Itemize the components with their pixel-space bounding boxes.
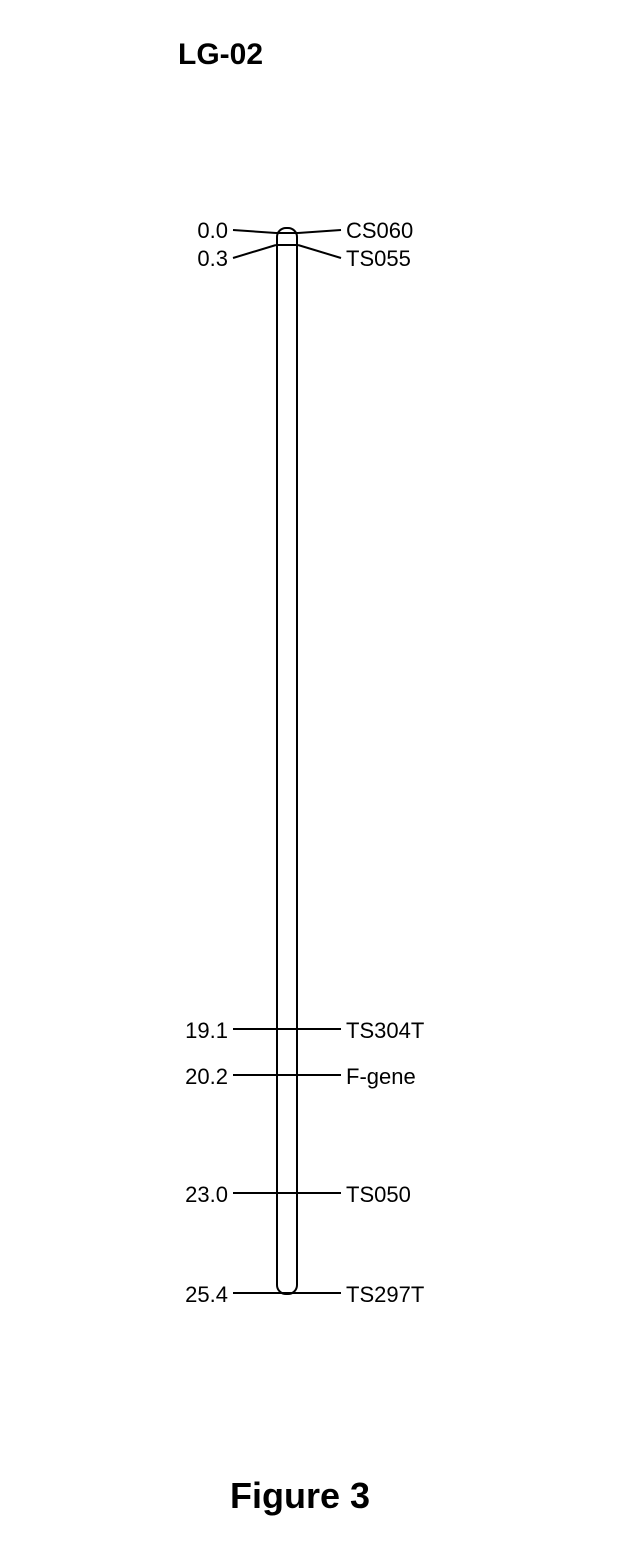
marker-tick: [276, 1292, 298, 1294]
position-label: 20.2: [185, 1064, 228, 1090]
connector-line-right: [0, 0, 633, 1563]
marker-name-label: TS055: [346, 246, 411, 272]
connector-line-left: [0, 0, 633, 1563]
marker-tick: [276, 1192, 298, 1194]
tick-left: [233, 1292, 276, 1294]
tick-left: [233, 1192, 276, 1194]
marker-name-label: TS050: [346, 1182, 411, 1208]
tick-right: [298, 1192, 341, 1194]
position-label: 25.4: [185, 1282, 228, 1308]
tick-left: [233, 1028, 276, 1030]
marker-name-label: CS060: [346, 218, 413, 244]
tick-left: [233, 1074, 276, 1076]
marker-tick: [276, 244, 298, 246]
marker-name-label: F-gene: [346, 1064, 416, 1090]
connector-line-left: [0, 0, 633, 1563]
chromosome-bar: [276, 227, 298, 1295]
marker-name-label: TS304T: [346, 1018, 424, 1044]
position-label: 19.1: [185, 1018, 228, 1044]
position-label: 23.0: [185, 1182, 228, 1208]
marker-tick: [276, 1028, 298, 1030]
position-label: 0.3: [197, 246, 228, 272]
tick-right: [298, 1074, 341, 1076]
marker-name-label: TS297T: [346, 1282, 424, 1308]
tick-right: [298, 1292, 341, 1294]
marker-tick: [276, 1074, 298, 1076]
figure-label: Figure 3: [230, 1475, 370, 1517]
marker-tick: [276, 232, 298, 234]
linkage-group-title: LG-02: [178, 38, 263, 72]
tick-right: [298, 1028, 341, 1030]
position-label: 0.0: [197, 218, 228, 244]
connector-line-right: [0, 0, 633, 1563]
